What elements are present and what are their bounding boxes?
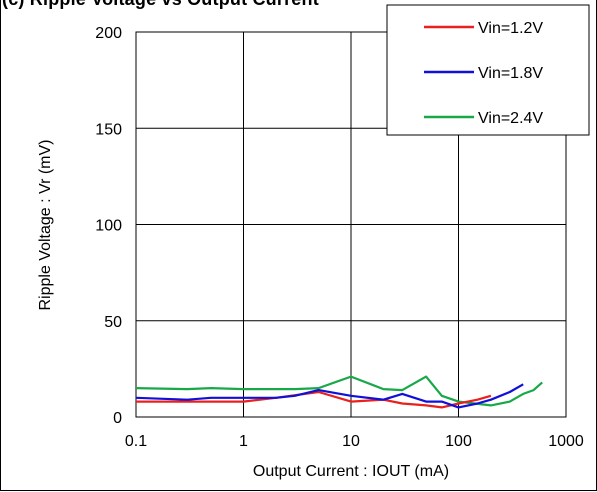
legend-label: Vin=2.4V (478, 110, 543, 127)
x-tick-label: 1 (239, 433, 248, 450)
legend: Vin=1.2V Vin=1.8V Vin=2.4V (386, 4, 590, 136)
y-tick-label: 150 (95, 121, 122, 138)
series-line (135, 375, 543, 407)
x-axis-label: Output Current : IOUT (mA) (253, 463, 449, 480)
y-tick-label: 100 (95, 218, 122, 235)
series-line (135, 383, 524, 409)
y-tick-labels: 0 50 100 150 200 (95, 25, 122, 427)
x-tick-labels: 0.1 1 10 100 1000 (125, 433, 584, 450)
legend-label: Vin=1.2V (478, 20, 543, 37)
y-tick-label: 50 (104, 314, 122, 331)
y-axis-label: Ripple Voltage : Vr (mV) (37, 139, 54, 310)
y-tick-label: 0 (113, 410, 122, 427)
chart-title: (c) Ripple Voltage vs Output Current (2, 0, 319, 10)
legend-label: Vin=1.8V (478, 65, 543, 82)
x-tick-label: 10 (342, 433, 360, 450)
x-tick-label: 100 (445, 433, 472, 450)
legend-box (386, 4, 590, 136)
plot-area (135, 31, 567, 418)
series-line (136, 390, 492, 409)
x-tick-label: 1000 (548, 433, 584, 450)
x-tick-label: 0.1 (125, 433, 147, 450)
grid (136, 32, 566, 417)
y-tick-label: 200 (95, 25, 122, 42)
series-lines (135, 375, 543, 409)
